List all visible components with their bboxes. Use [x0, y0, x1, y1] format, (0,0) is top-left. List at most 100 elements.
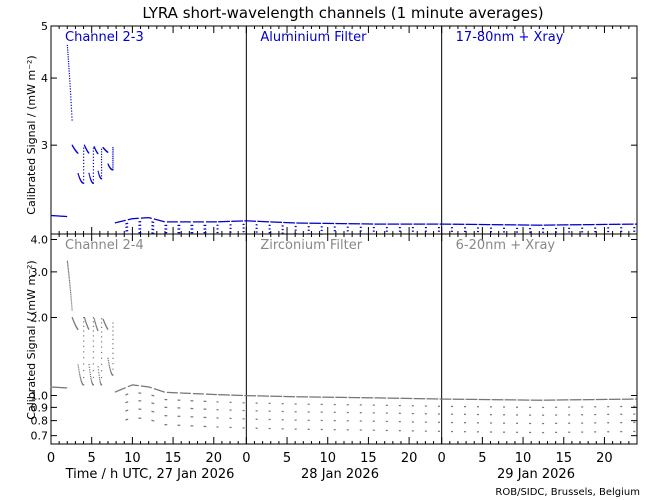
data-point	[445, 223, 447, 225]
data-point	[564, 399, 566, 401]
data-point	[589, 399, 591, 401]
data-point	[84, 320, 87, 322]
panel-label: 17-80nm + Xray	[456, 30, 564, 45]
data-point	[420, 223, 423, 225]
data-point	[344, 396, 346, 399]
data-point	[460, 398, 462, 400]
data-point	[450, 227, 453, 229]
data-point	[56, 386, 58, 388]
data-point	[192, 416, 194, 418]
x-tick-label: 0	[47, 451, 55, 466]
data-point	[321, 428, 323, 431]
data-point	[561, 399, 563, 401]
data-point	[385, 420, 388, 423]
data-point	[410, 397, 412, 400]
data-point	[494, 224, 497, 226]
data-point	[355, 223, 357, 225]
data-point	[526, 399, 528, 401]
data-point	[476, 223, 478, 226]
data-point	[183, 392, 185, 394]
data-point	[144, 385, 146, 388]
data-point	[520, 224, 522, 226]
data-point	[122, 220, 124, 222]
data-point	[191, 425, 193, 427]
data-point	[192, 392, 195, 395]
data-point	[333, 403, 335, 406]
data-point	[112, 374, 114, 376]
data-point	[488, 224, 490, 226]
data-point	[510, 224, 512, 226]
data-point	[72, 318, 74, 320]
data-point	[229, 417, 231, 420]
data-point	[457, 398, 459, 400]
data-point	[468, 223, 471, 225]
data-point	[512, 399, 514, 401]
data-point	[347, 404, 349, 406]
data-point	[538, 224, 541, 226]
data-point	[135, 384, 137, 386]
data-point	[321, 226, 323, 228]
data-point	[558, 224, 560, 226]
data-point	[524, 224, 527, 226]
data-point	[226, 220, 228, 223]
data-point	[176, 221, 178, 223]
data-point	[385, 397, 387, 399]
data-point	[90, 178, 92, 180]
data-point	[91, 381, 93, 384]
data-point	[632, 223, 634, 225]
data-point	[591, 223, 593, 226]
data-point	[465, 398, 467, 400]
data-point	[187, 221, 189, 223]
data-point	[571, 399, 573, 401]
data-point	[334, 411, 336, 413]
data-point	[221, 221, 223, 223]
data-point	[385, 404, 388, 406]
data-point	[360, 226, 362, 228]
data-point	[555, 422, 557, 424]
data-point	[70, 295, 72, 297]
data-point	[372, 420, 374, 422]
data-point	[370, 397, 372, 399]
data-point	[73, 321, 75, 323]
data-point	[308, 419, 310, 421]
data-point	[415, 223, 418, 225]
data-point	[464, 230, 466, 233]
data-point	[243, 227, 245, 229]
data-point	[425, 230, 427, 232]
data-point	[191, 232, 193, 234]
data-point	[487, 223, 489, 226]
data-point	[157, 389, 159, 391]
data-point	[394, 397, 396, 399]
data-point	[303, 222, 305, 224]
data-point	[112, 169, 114, 171]
data-point	[599, 398, 601, 401]
data-point	[594, 413, 596, 416]
data-point	[503, 414, 506, 416]
data-point	[468, 398, 471, 400]
data-point	[376, 223, 379, 225]
data-point	[70, 101, 72, 104]
data-point	[236, 220, 238, 222]
data-point	[148, 386, 150, 388]
data-point	[107, 328, 109, 330]
data-point	[174, 221, 176, 223]
data-point	[285, 221, 287, 224]
data-point	[513, 399, 515, 401]
data-point	[211, 393, 213, 396]
data-point	[259, 220, 261, 223]
data-point	[85, 148, 87, 150]
data-point	[247, 395, 249, 397]
data-point	[459, 223, 462, 225]
data-point	[542, 231, 544, 233]
data-point	[265, 221, 267, 223]
data-point	[256, 410, 258, 412]
data-point	[178, 399, 180, 401]
data-point	[316, 222, 318, 224]
data-point	[412, 421, 414, 423]
data-point	[425, 430, 427, 432]
data-point	[98, 374, 100, 376]
data-point	[531, 399, 533, 401]
data-point	[99, 382, 102, 384]
data-point	[274, 221, 276, 223]
data-point	[67, 269, 69, 271]
